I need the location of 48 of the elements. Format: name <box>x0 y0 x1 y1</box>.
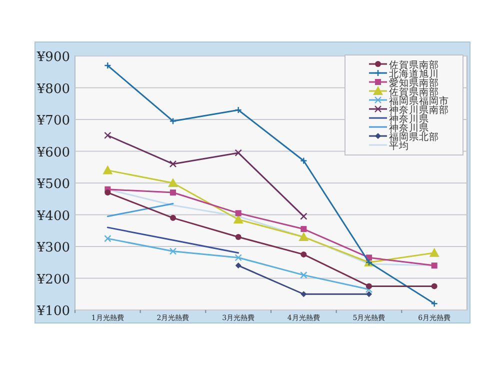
point <box>300 271 308 279</box>
legend-label: 福岡県福岡市 <box>389 95 449 107</box>
point <box>298 232 309 241</box>
point <box>431 283 438 290</box>
point <box>169 248 177 255</box>
y-tick-label: ¥700 <box>36 114 70 128</box>
point <box>300 226 307 232</box>
legend-label: 愛知県南部 <box>389 77 439 89</box>
point <box>366 283 372 290</box>
legend-label: 福岡県北部 <box>389 131 439 143</box>
point <box>233 214 244 224</box>
point <box>104 190 111 196</box>
legend-label: 神奈川県 <box>389 113 429 125</box>
y-tick-label: ¥800 <box>36 82 70 97</box>
point <box>429 248 440 257</box>
point <box>169 160 177 168</box>
y-tick-label: ¥400 <box>36 208 70 224</box>
point <box>300 212 308 220</box>
point <box>235 262 242 269</box>
point <box>366 291 372 298</box>
point <box>169 117 177 125</box>
point <box>104 132 112 139</box>
y-tick-label: ¥300 <box>36 240 70 256</box>
point <box>168 178 178 187</box>
legend-label: 神奈川県 <box>389 122 429 134</box>
point <box>234 254 242 262</box>
point <box>104 234 112 242</box>
point <box>365 286 373 293</box>
point <box>234 149 242 156</box>
y-tick-label: ¥100 <box>36 304 70 319</box>
point <box>235 234 242 240</box>
point <box>102 165 113 174</box>
point <box>300 251 307 258</box>
point <box>431 262 438 269</box>
legend-label: 佐賀県南部 <box>389 59 439 71</box>
point <box>300 291 307 298</box>
point <box>170 214 176 221</box>
y-tick-label: ¥200 <box>36 272 70 288</box>
point <box>235 210 242 216</box>
legend-label: 佐賀県南部 <box>389 86 439 98</box>
y-tick-label: ¥600 <box>36 145 70 160</box>
point <box>300 157 308 164</box>
y-tick-label: ¥900 <box>36 50 70 65</box>
legend-label: 平均 <box>389 140 409 152</box>
point <box>170 190 176 196</box>
y-tick-label: ¥500 <box>36 177 70 192</box>
legend-label: 神奈川県南部 <box>389 104 449 116</box>
point <box>234 106 242 114</box>
